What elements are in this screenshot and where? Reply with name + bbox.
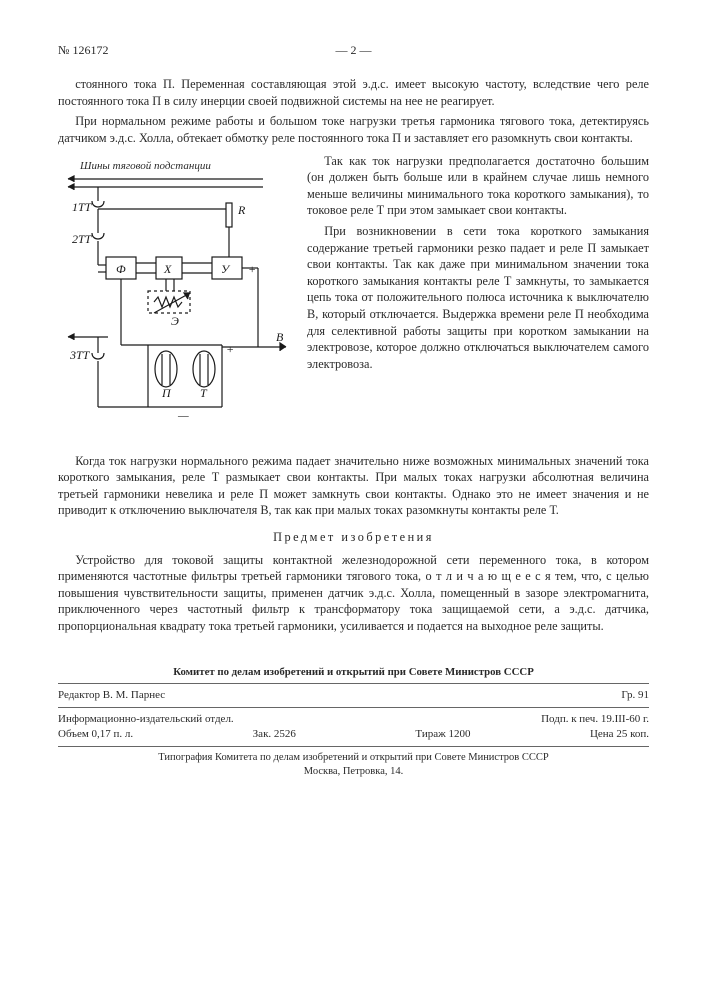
paragraph-2: При нормальном режиме работы и большом т… (58, 113, 649, 146)
footer-tir: Тираж 1200 (415, 727, 470, 742)
label-x: Х (163, 262, 172, 276)
footer-separator-3 (58, 746, 649, 747)
footer: Комитет по делам изобретений и открытий … (58, 665, 649, 779)
paragraph-6: Устройство для токовой защиты контактной… (58, 552, 649, 635)
footer-committee: Комитет по делам изобретений и открытий … (58, 665, 649, 680)
page-number: — 2 — (0, 42, 707, 58)
footer-typography: Типография Комитета по делам изобретений… (58, 751, 649, 765)
footer-address: Москва, Петровка, 14. (58, 765, 649, 779)
label-t: Т (200, 386, 208, 400)
label-plus2: + (226, 342, 234, 356)
label-1tt: 1ТТ (72, 200, 93, 214)
label-p: П (161, 386, 172, 400)
footer-dept: Информационно-издательский отдел. (58, 712, 234, 727)
diagram-title: Шины тяговой подстанции (80, 159, 211, 174)
footer-separator-1 (58, 683, 649, 684)
footer-zak: Зак. 2526 (253, 727, 296, 742)
diagram-text-block: Шины тяговой подстанции 1ТТ (58, 153, 649, 449)
label-3tt: 3ТТ (69, 348, 91, 362)
page-container: № 126172 — 2 — стоянного тока П. Перемен… (0, 0, 707, 807)
footer-vol: Объем 0,17 п. л. (58, 727, 133, 742)
label-plus1: + (248, 262, 256, 276)
footer-pod: Подп. к печ. 19.III-60 г. (541, 712, 649, 727)
predmet-heading: Предмет изобретения (58, 529, 649, 546)
footer-editor: Редактор В. М. Парнес (58, 688, 165, 703)
label-r: R (237, 203, 246, 217)
footer-gr: Гр. 91 (621, 688, 649, 703)
paragraph-1: стоянного тока П. Переменная составляюща… (58, 76, 649, 109)
label-f: Ф (116, 262, 126, 276)
paragraph-5: Когда ток нагрузки нормального режима па… (58, 453, 649, 519)
label-b: В (276, 330, 284, 344)
page-header: № 126172 — 2 — (58, 42, 649, 58)
circuit-svg: 1ТТ R 2ТТ Ф (58, 157, 293, 447)
footer-price: Цена 25 коп. (590, 727, 649, 742)
label-2tt: 2ТТ (72, 232, 93, 246)
label-minus: — (177, 408, 189, 422)
label-e: Э (171, 314, 179, 328)
circuit-diagram: Шины тяговой подстанции 1ТТ (58, 157, 293, 447)
footer-separator-2 (58, 707, 649, 708)
